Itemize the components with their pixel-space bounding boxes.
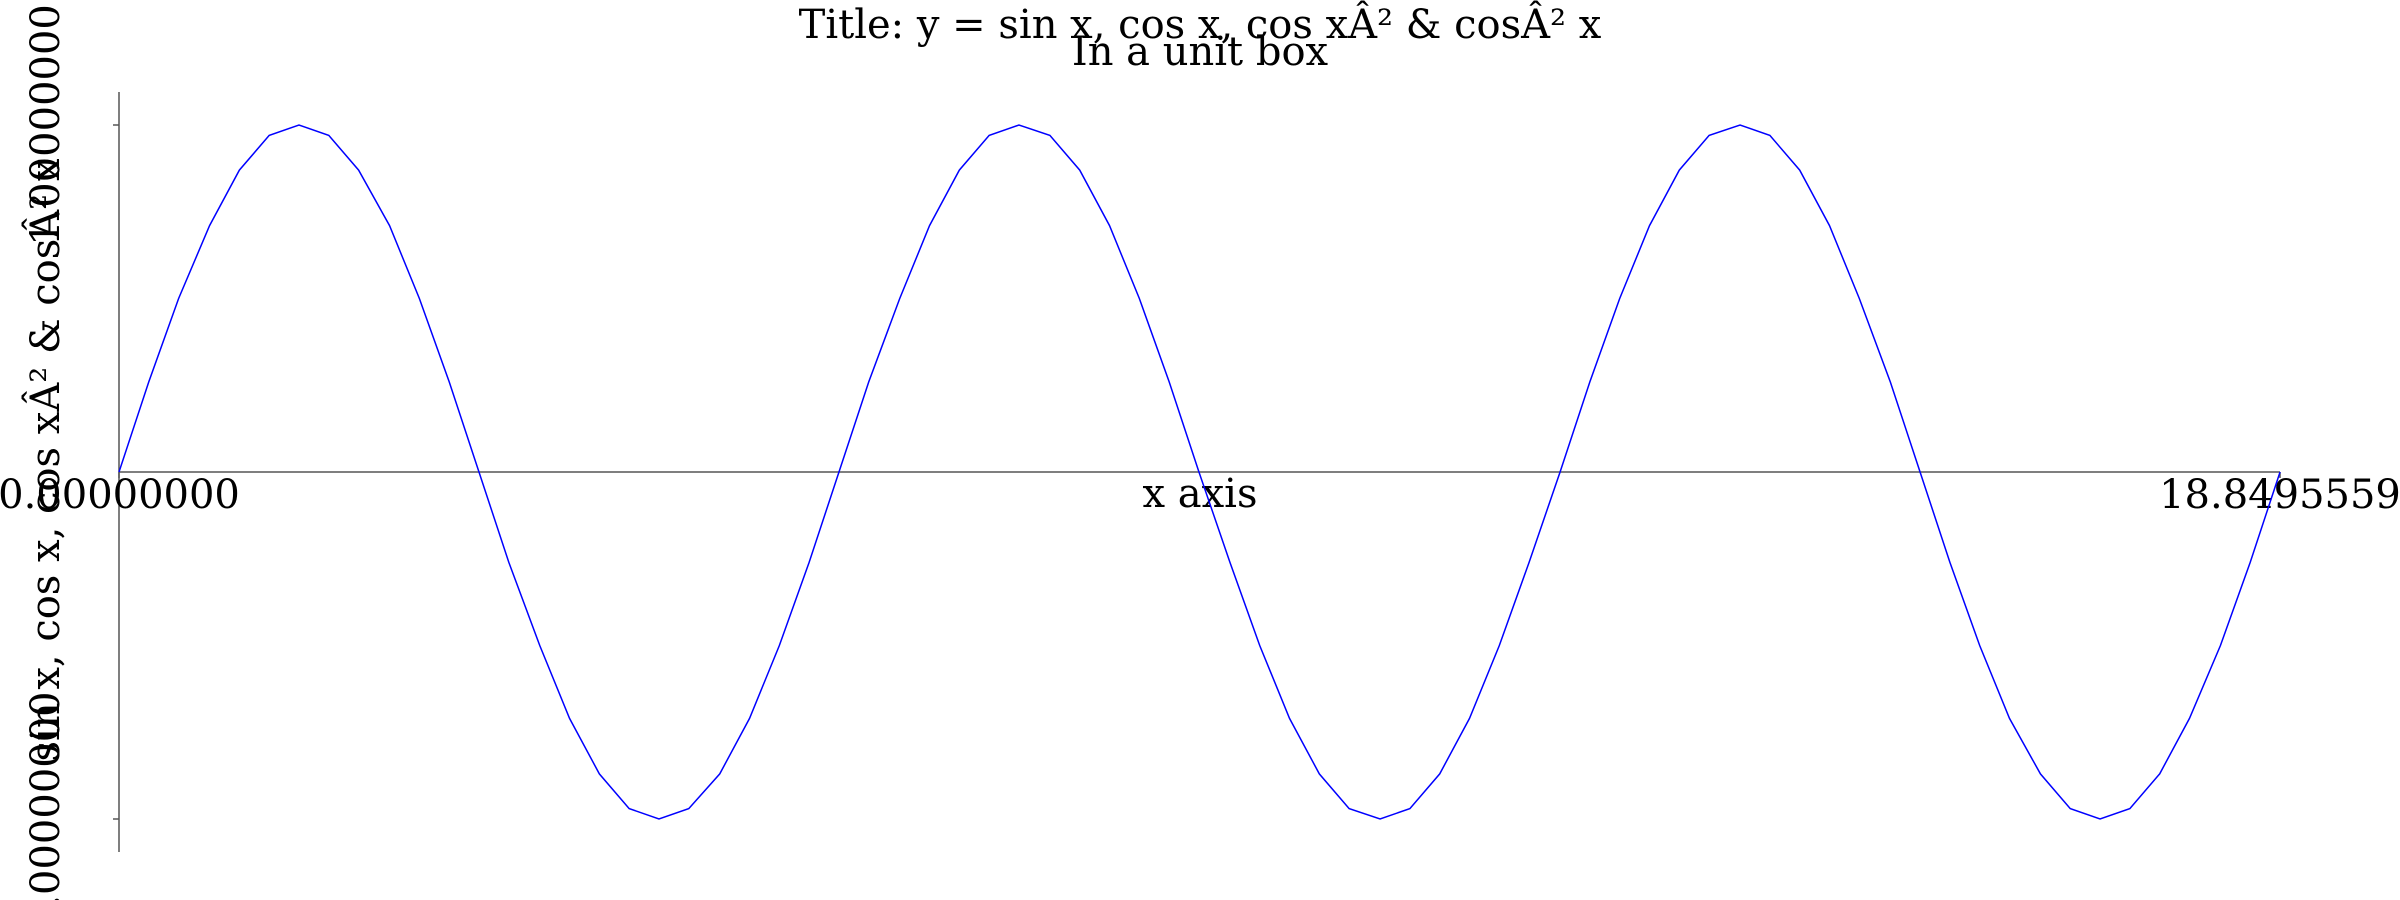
data-line <box>118 124 2281 820</box>
y-tick-label: 1.00000000 <box>23 4 69 246</box>
y-tick-label: -1.00000000 <box>23 691 69 900</box>
y-axis-label: sin x, cos x, cos xÂ² & cosÂ² x <box>22 158 69 761</box>
x-tick-label: 18.8495559 <box>2159 472 2400 518</box>
chart-title: Title: y = sin x, cos x, cos xÂ² & cosÂ²… <box>799 1 1602 48</box>
x-tick-label: 0.00000000 <box>0 472 240 518</box>
chart-subtitle: In a unit box <box>1072 29 1329 75</box>
x-axis-label: x axis <box>1143 471 1258 517</box>
